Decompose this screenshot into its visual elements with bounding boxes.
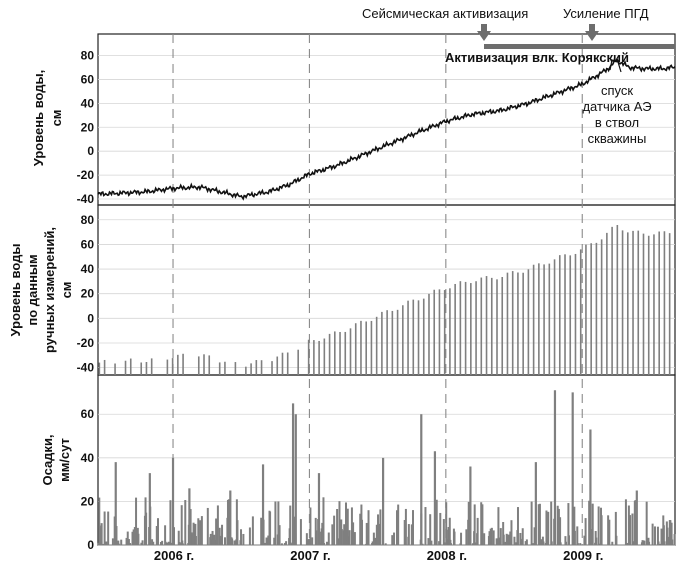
x-tick-label: 2006 г. [154, 548, 194, 563]
y-tick-label: 20 [81, 287, 95, 301]
y-tick-label: 60 [81, 72, 95, 86]
bot-ylabel-2: мм/сут [57, 438, 72, 482]
volcano-label: Активизация влк. Корякский [445, 50, 629, 65]
top-ylabel-1: Уровень воды, [31, 70, 46, 167]
y-tick-label: 40 [81, 262, 95, 276]
x-tick-label: 2007 г. [290, 548, 330, 563]
sensor-pointer [609, 59, 622, 73]
y-tick-label: 40 [81, 451, 95, 465]
sensor-label-1: спуск [601, 83, 633, 98]
pgd-arrow [585, 24, 599, 41]
y-tick-label: 60 [81, 407, 95, 421]
manual-level-bars [98, 224, 671, 375]
precip-bars [97, 390, 676, 545]
pgd-label: Усиление ПГД [563, 6, 649, 21]
y-tick-label: 0 [87, 538, 94, 552]
activity-bar [484, 44, 675, 49]
x-tick-label: 2008 г. [427, 548, 467, 563]
gridlines [98, 55, 675, 546]
y-tick-label: -40 [77, 361, 95, 375]
tick-labels: -40 -20 0 20 40 60 80 -40 -20 0 20 40 60 80 0 20 40 60 200… [77, 49, 604, 563]
y-tick-label: 20 [81, 494, 95, 508]
sensor-label-4: скважины [588, 131, 647, 146]
sensor-label-3: в ствол [595, 115, 639, 130]
mid-ylabel-4: см [59, 282, 74, 299]
y-tick-label: 0 [87, 144, 94, 158]
y-tick-label: -20 [77, 336, 95, 350]
mid-ylabel-1: Уровень воды [8, 244, 23, 337]
seismic-arrow [477, 24, 491, 41]
sensor-label-2: датчика АЭ [582, 99, 651, 114]
top-ylabel-2: см [49, 110, 64, 127]
mid-ylabel-3: ручных измерений, [42, 227, 57, 353]
y-tick-label: 80 [81, 213, 95, 227]
y-tick-label: 60 [81, 237, 95, 251]
y-tick-label: 80 [81, 49, 95, 63]
y-tick-label: 40 [81, 96, 95, 110]
y-tick-label: 20 [81, 120, 95, 134]
level-series-line [97, 57, 676, 201]
mid-ylabel-2: по данным [25, 254, 40, 325]
y-tick-label: -20 [77, 168, 95, 182]
y-tick-label: 0 [87, 311, 94, 325]
x-tick-label: 2009 г. [563, 548, 603, 563]
seismic-label: Сейсмическая активизация [362, 6, 528, 21]
year-lines [172, 34, 583, 545]
bot-ylabel-1: Осадки, [40, 434, 55, 485]
y-tick-label: -40 [77, 192, 95, 206]
